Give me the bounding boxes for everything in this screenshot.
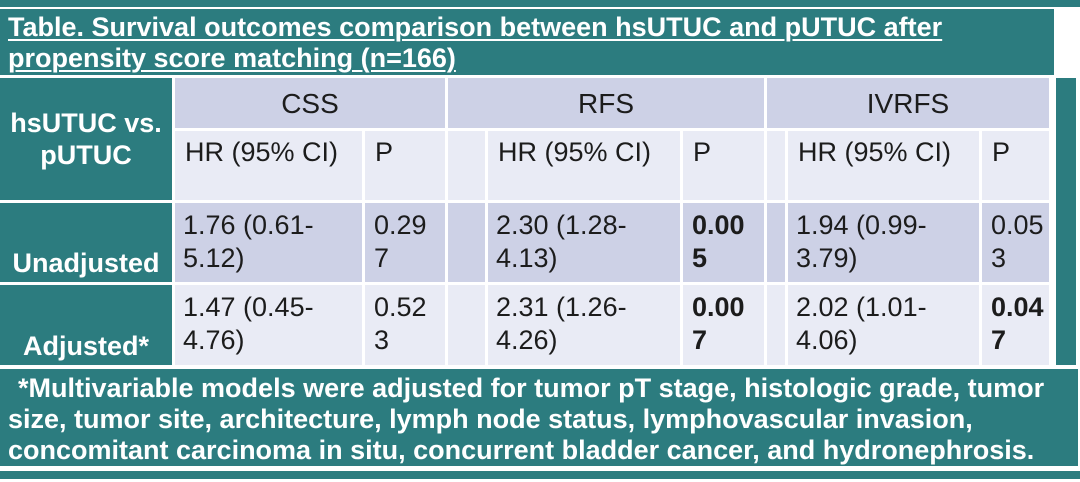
right-border-bar — [1056, 78, 1076, 365]
hr-cell-unadjusted-ivrfs: 1.94 (0.99-3.79) — [788, 203, 979, 282]
survival-outcomes-table: hsUTUC vs. pUTUC CSS RFS IVRFS HR (95% C… — [0, 78, 1049, 365]
p-cell-unadjusted-rfs: 0.005 — [683, 203, 764, 282]
row-label-unadjusted: Unadjusted — [0, 203, 172, 282]
subheader-ivrfs-p: P — [982, 131, 1049, 200]
p-cell-unadjusted-ivrfs: 0.053 — [982, 203, 1049, 282]
hr-cell-adjusted-ivrfs: 2.02 (1.01-4.06) — [788, 285, 979, 365]
group-header-ivrfs: IVRFS — [767, 78, 1049, 128]
bottom-border-bar — [0, 471, 1080, 479]
spacer-cell — [448, 131, 485, 200]
subheader-css-p: P — [365, 131, 445, 200]
hr-cell-adjusted-css: 1.47 (0.45-4.76) — [175, 285, 362, 365]
subheader-rfs-hr: HR (95% CI) — [488, 131, 680, 200]
subheader-rfs-p: P — [683, 131, 764, 200]
row-label-adjusted: Adjusted* — [0, 285, 172, 365]
hr-cell-unadjusted-css: 1.76 (0.61-5.12) — [175, 203, 362, 282]
corner-header-hsutuc-vs-putuc: hsUTUC vs. pUTUC — [0, 78, 172, 200]
p-cell-adjusted-ivrfs: 0.047 — [982, 285, 1049, 365]
subheader-css-hr: HR (95% CI) — [175, 131, 362, 200]
group-header-rfs: RFS — [448, 78, 764, 128]
top-border-bar — [0, 0, 1080, 7]
spacer-cell — [448, 285, 485, 365]
spacer-cell — [448, 203, 485, 282]
group-header-css: CSS — [175, 78, 445, 128]
p-cell-unadjusted-css: 0.297 — [365, 203, 445, 282]
hr-cell-unadjusted-rfs: 2.30 (1.28-4.13) — [488, 203, 680, 282]
table-title: Table. Survival outcomes comparison betw… — [0, 9, 1054, 75]
subheader-ivrfs-hr: HR (95% CI) — [788, 131, 979, 200]
spacer-cell — [767, 285, 785, 365]
hr-cell-adjusted-rfs: 2.31 (1.26-4.26) — [488, 285, 680, 365]
p-cell-adjusted-rfs: 0.007 — [683, 285, 764, 365]
p-cell-adjusted-css: 0.523 — [365, 285, 445, 365]
table-footnote: *Multivariable models were adjusted for … — [0, 369, 1078, 466]
spacer-cell — [767, 131, 785, 200]
spacer-cell — [767, 203, 785, 282]
